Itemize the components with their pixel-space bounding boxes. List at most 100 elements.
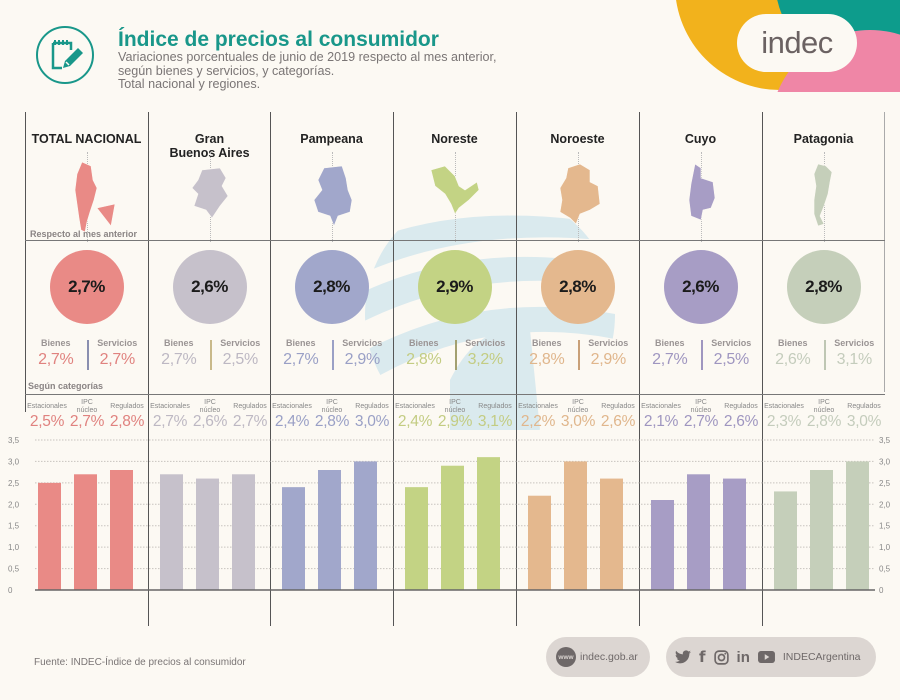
estacionales-label: Estacionales bbox=[150, 403, 190, 410]
nucleo-label: núcleo bbox=[199, 406, 221, 414]
regulados-label: Regulados bbox=[847, 403, 881, 410]
regulados-label: Regulados bbox=[601, 403, 635, 410]
bar bbox=[354, 461, 377, 590]
bar bbox=[110, 470, 133, 590]
estacionales-value: 2,1% bbox=[643, 413, 679, 430]
servicios-label: Servicios bbox=[711, 338, 752, 348]
indec-logo: indec bbox=[737, 14, 857, 72]
regulados-value: 3,0% bbox=[354, 413, 390, 430]
regulados-label: Regulados bbox=[233, 403, 267, 410]
estacionales-value: 2,2% bbox=[520, 413, 556, 430]
region-total-value: 2,8% bbox=[805, 277, 842, 296]
category-values: Estacionales IPC núcleo Regulados 2,2% 3… bbox=[516, 397, 639, 437]
instagram-icon[interactable] bbox=[713, 649, 729, 665]
region-name-line: Noreste bbox=[431, 132, 478, 146]
bienes-servicios: Bienes Servicios 2,7% 2,7% bbox=[25, 338, 148, 378]
servicios-value: 2,5% bbox=[713, 351, 750, 368]
region-name-line: Gran bbox=[194, 132, 225, 146]
region-total-value: 2,8% bbox=[559, 277, 596, 296]
region-column: Pampeana 2,8% Bienes Servicios 2,7% 2,9%… bbox=[270, 112, 393, 632]
region-total-circle: 2,8% bbox=[540, 250, 615, 324]
bienes-label: Bienes bbox=[654, 338, 685, 348]
region-name: Noroeste bbox=[516, 132, 639, 146]
bar bbox=[810, 470, 833, 590]
estacionales-label: Estacionales bbox=[395, 403, 435, 410]
y-tick-label: 1,0 bbox=[879, 543, 891, 552]
y-tick-label: 3,5 bbox=[8, 436, 20, 445]
region-map-icon bbox=[430, 165, 479, 215]
facebook-icon[interactable]: f bbox=[699, 648, 706, 666]
region-name-line: Noroeste bbox=[550, 132, 605, 146]
bar bbox=[477, 457, 500, 590]
nucleo-label: núcleo bbox=[567, 406, 589, 414]
bar bbox=[846, 461, 869, 590]
column-divider bbox=[516, 112, 517, 626]
estacionales-value: 2,5% bbox=[29, 413, 65, 430]
region-name-line: Pampeana bbox=[300, 132, 363, 146]
nucleo-label: núcleo bbox=[321, 406, 343, 414]
linkedin-icon[interactable]: in bbox=[736, 648, 750, 666]
bs-separator bbox=[331, 340, 334, 370]
bar bbox=[723, 478, 746, 590]
bienes-servicios: Bienes Servicios 2,7% 2,9% bbox=[270, 338, 393, 378]
region-column: Cuyo 2,6% Bienes Servicios 2,7% 2,5% Est… bbox=[639, 112, 762, 632]
column-divider bbox=[148, 112, 149, 626]
y-tick-label: 2,0 bbox=[8, 500, 20, 509]
column-divider bbox=[393, 112, 394, 626]
servicios-label: Servicios bbox=[97, 338, 138, 348]
bienes-label: Bienes bbox=[777, 338, 808, 348]
region-column: Noreste 2,9% Bienes Servicios 2,8% 3,2% … bbox=[393, 112, 516, 632]
bar bbox=[232, 474, 255, 590]
social-handle[interactable]: INDECArgentina bbox=[782, 651, 861, 663]
source-note: Fuente: INDEC-Índice de precios al consu… bbox=[34, 657, 246, 668]
bienes-servicios: Bienes Servicios 2,7% 2,5% bbox=[639, 338, 762, 378]
bar bbox=[318, 470, 341, 590]
youtube-icon[interactable] bbox=[757, 651, 775, 663]
y-tick-label: 1,0 bbox=[8, 543, 20, 552]
region-total-value: 2,7% bbox=[68, 277, 105, 296]
region-total-value: 2,6% bbox=[682, 277, 719, 296]
region-total-circle: 2,6% bbox=[663, 250, 738, 324]
bar bbox=[528, 495, 551, 590]
regulados-label: Regulados bbox=[724, 403, 758, 410]
bar bbox=[441, 465, 464, 590]
regulados-value: 2,7% bbox=[232, 413, 268, 430]
bienes-value: 2,7% bbox=[652, 351, 688, 368]
region-map-icon bbox=[688, 163, 715, 221]
region-map-icon bbox=[313, 165, 352, 227]
bar bbox=[74, 474, 97, 590]
region-name: Noreste bbox=[393, 132, 516, 146]
bienes-value: 2,7% bbox=[161, 351, 197, 368]
column-divider bbox=[884, 112, 885, 392]
website-text: indec.gob.ar bbox=[580, 651, 638, 663]
bienes-value: 2,8% bbox=[529, 351, 565, 368]
category-values: Estacionales IPC núcleo Regulados 2,3% 2… bbox=[762, 397, 885, 437]
region-column: Gran Buenos Aires 2,6% Bienes Servicios 2… bbox=[148, 112, 271, 632]
category-values: Estacionales IPC núcleo Regulados 2,4% 2… bbox=[393, 397, 516, 437]
nucleo-value: 2,9% bbox=[437, 413, 473, 430]
nucleo-value: 2,7% bbox=[683, 413, 719, 430]
region-name: Pampeana bbox=[270, 132, 393, 146]
subtitle-line: Variaciones porcentuales de junio de 201… bbox=[118, 50, 497, 64]
category-bar-chart: 0 0 0,5 0,5 1,0 1,0 1,5 1,5 2,0 2,0 2,5 2,5 3,0 3,0 3,… bbox=[8, 436, 891, 595]
ipc-nucleo-label: IPC núcleo bbox=[558, 399, 598, 414]
website-link[interactable]: www indec.gob.ar bbox=[546, 637, 650, 677]
regulados-value: 3,0% bbox=[846, 413, 882, 430]
bar bbox=[651, 500, 674, 590]
segun-categorias-label: Según categorías bbox=[28, 381, 104, 391]
estacionales-value: 2,4% bbox=[274, 413, 310, 430]
bar bbox=[160, 474, 183, 590]
ipc-nucleo-label: IPC núcleo bbox=[681, 399, 721, 414]
bienes-label: Bienes bbox=[163, 338, 194, 348]
regulados-value: 2,8% bbox=[109, 413, 145, 430]
y-tick-label: 3,0 bbox=[879, 457, 891, 466]
estacionales-label: Estacionales bbox=[272, 403, 312, 410]
bienes-value: 2,7% bbox=[283, 351, 319, 368]
category-values: Estacionales IPC núcleo Regulados 2,5% 2… bbox=[25, 397, 148, 437]
bar bbox=[196, 478, 219, 590]
twitter-icon[interactable] bbox=[675, 650, 691, 664]
ipc-label: IPC bbox=[818, 399, 830, 406]
bienes-label: Bienes bbox=[531, 338, 562, 348]
regulados-label: Regulados bbox=[110, 403, 144, 410]
column-divider bbox=[639, 112, 640, 626]
